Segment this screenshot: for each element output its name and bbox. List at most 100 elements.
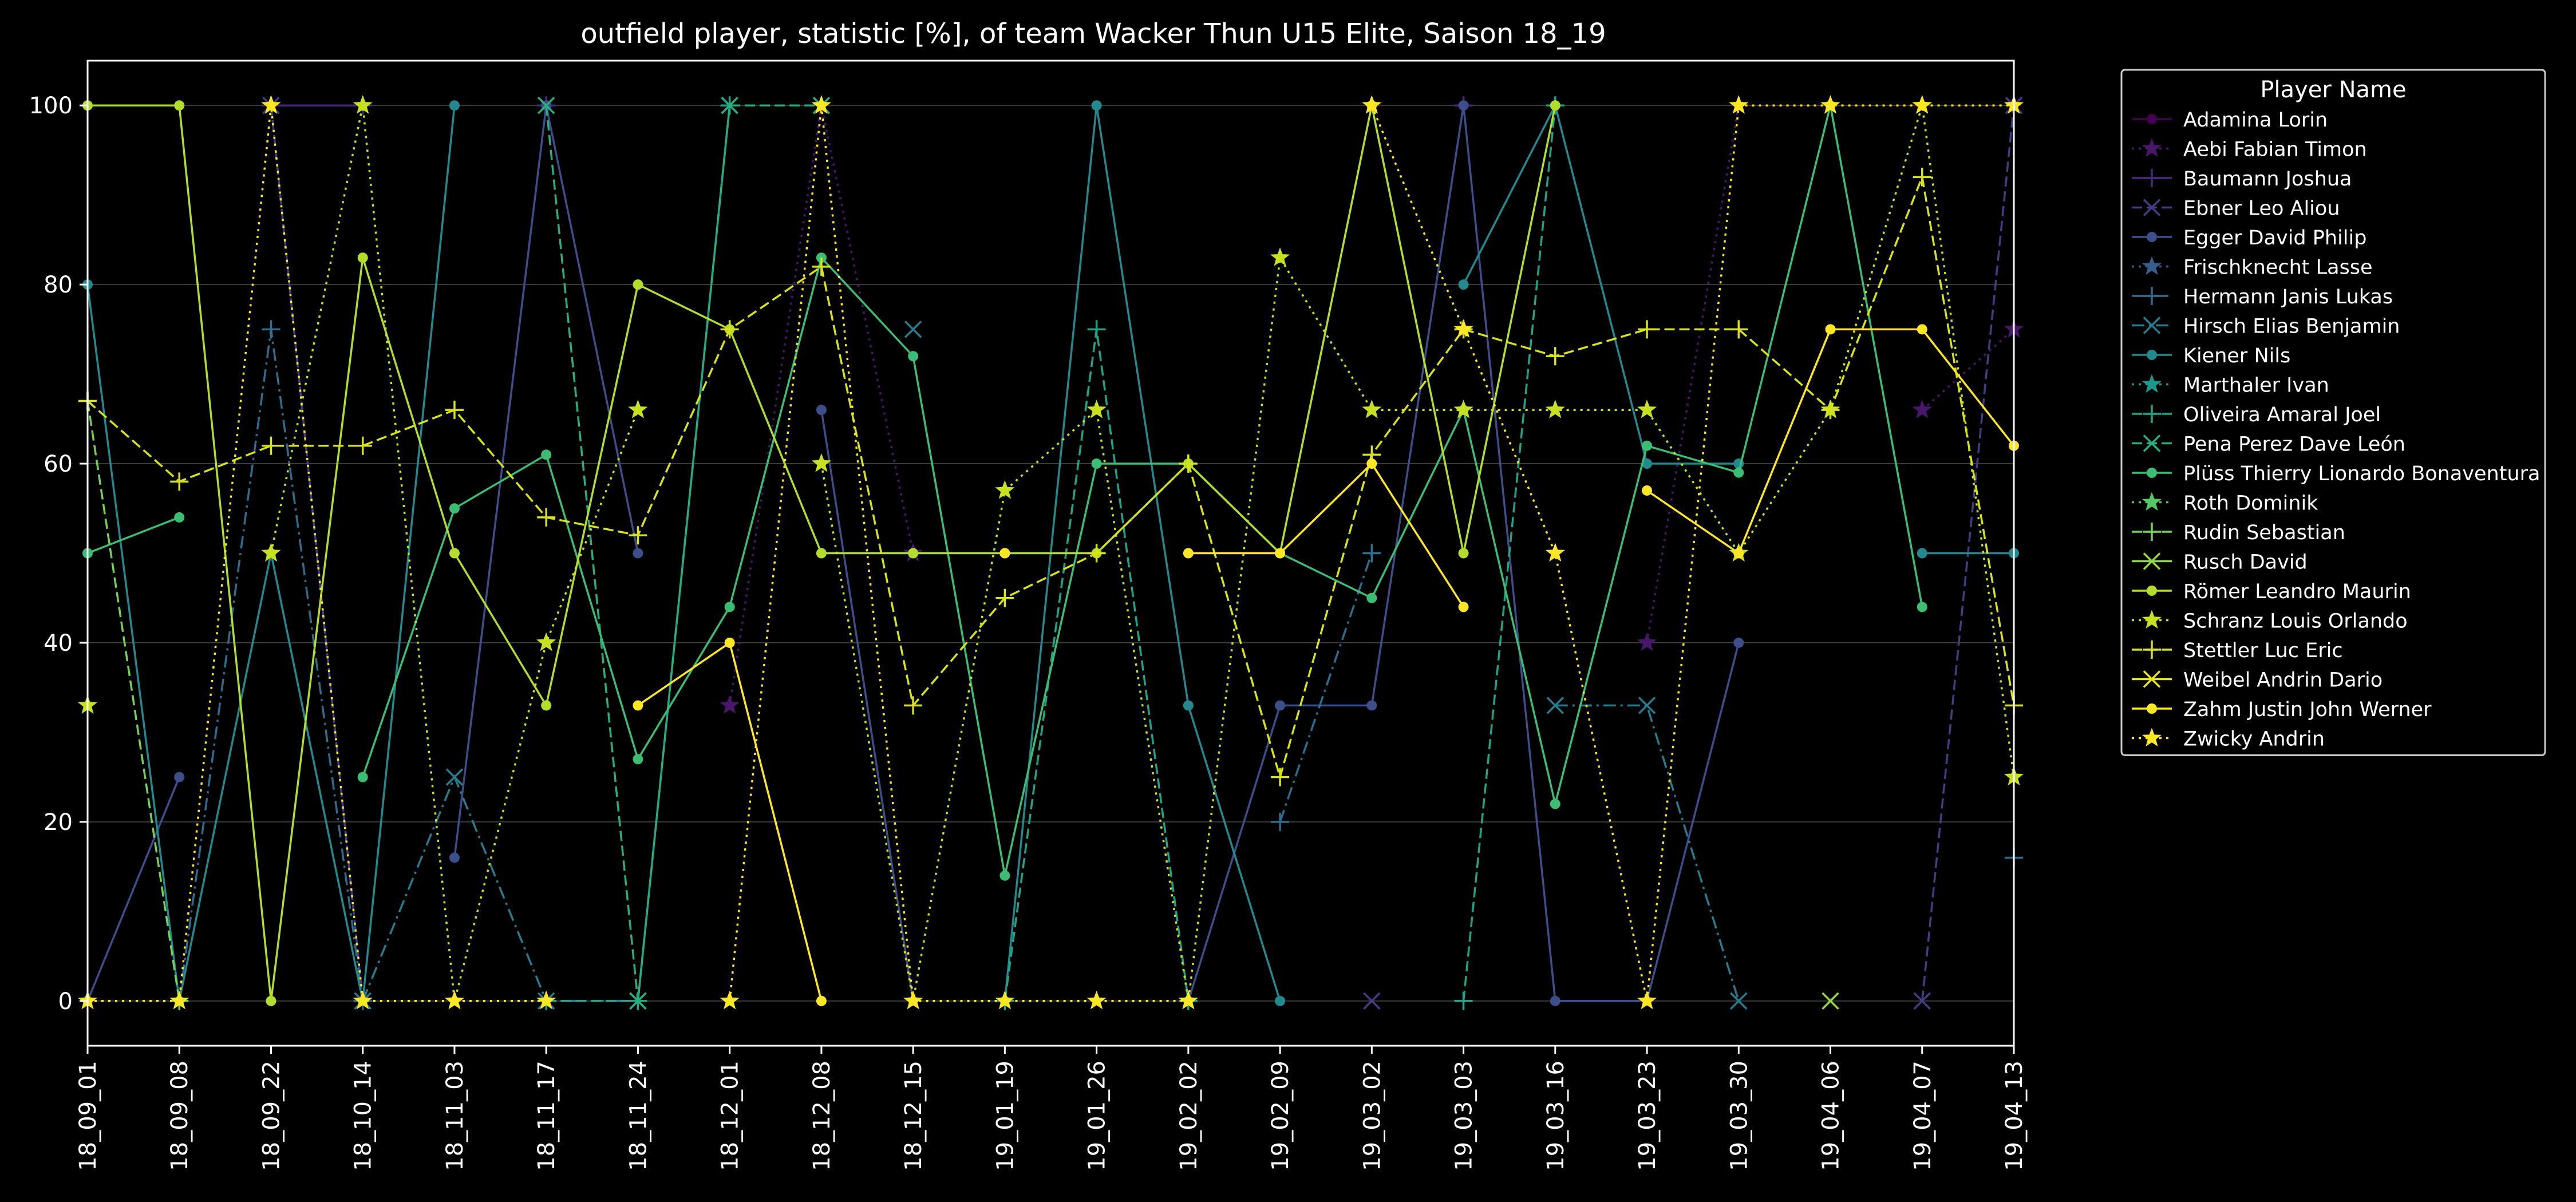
data-point — [266, 995, 276, 1006]
series-group — [262, 96, 2023, 1010]
data-point — [1733, 548, 1744, 559]
data-point — [1913, 992, 1931, 1010]
data-point — [1638, 697, 1656, 714]
data-point — [1453, 400, 1473, 418]
data-point — [262, 320, 280, 339]
data-point — [1183, 700, 1194, 711]
data-point — [1730, 992, 1748, 1010]
x-tick-label: 19_03_16 — [1543, 1061, 1569, 1171]
legend-item: Adamina Lorin — [2132, 109, 2328, 132]
legend-label: Frischknecht Lasse — [2183, 256, 2373, 279]
legend-item: Schranz Louis Orlando — [2132, 610, 2408, 633]
series-line — [88, 105, 547, 1002]
x-tick-label: 19_01_19 — [992, 1061, 1018, 1171]
data-point — [1733, 637, 1744, 648]
data-point — [2143, 434, 2161, 452]
series-line — [86, 173, 2015, 781]
legend: Player Name Adamina Lorin Aebi Fabian Tim… — [2120, 69, 2546, 756]
legend-label: Oliveira Amaral Joel — [2183, 404, 2381, 426]
legend-item: Hermann Janis Lukas — [2132, 286, 2393, 309]
series-group — [77, 95, 2024, 1010]
series-line — [1462, 105, 1556, 1001]
series-line — [1003, 329, 1190, 1002]
data-point — [1458, 602, 1469, 612]
data-point — [1917, 548, 1927, 559]
data-point — [2143, 169, 2161, 187]
data-point — [1550, 995, 1560, 1006]
legend-label: Kiener Nils — [2183, 345, 2290, 367]
data-point — [1454, 991, 1473, 1010]
data-point — [1642, 440, 1653, 451]
data-point — [174, 100, 185, 111]
data-point — [2143, 670, 2161, 688]
y-tick-label: 0 — [58, 989, 73, 1015]
data-point — [1179, 454, 1198, 473]
legend-label: Marthaler Ivan — [2183, 374, 2329, 397]
data-point — [262, 436, 280, 455]
data-point — [1733, 467, 1744, 478]
data-point — [169, 990, 189, 1010]
data-point — [2147, 586, 2157, 596]
y-tick-label: 60 — [44, 451, 73, 477]
data-point — [445, 401, 464, 420]
data-point — [444, 990, 465, 1010]
data-point — [353, 990, 373, 1010]
data-point — [353, 436, 372, 455]
legend-label: Zahm Justin John Werner — [2183, 698, 2432, 721]
x-tick-label: 18_12_01 — [717, 1061, 744, 1171]
legend-item: Römer Leandro Maurin — [2132, 580, 2411, 603]
x-tick-label: 18_12_15 — [900, 1061, 927, 1171]
data-point — [1638, 320, 1657, 339]
data-point — [445, 768, 464, 786]
legend-label: Hirsch Elias Benjamin — [2183, 315, 2400, 338]
legend-label: Stettler Luc Eric — [2183, 639, 2343, 662]
data-point — [995, 588, 1014, 607]
series-line — [453, 105, 639, 858]
series-line — [820, 105, 2015, 1002]
data-point — [536, 632, 556, 651]
data-point — [1275, 548, 1286, 559]
data-point — [353, 95, 373, 114]
data-point — [1363, 992, 1381, 1010]
legend-item: Egger David Philip — [2132, 227, 2366, 250]
x-tick-label: 19_04_06 — [1818, 1061, 1844, 1171]
data-point — [1458, 279, 1469, 290]
data-point — [1550, 798, 1560, 809]
data-point — [720, 695, 740, 714]
data-point — [1362, 95, 1382, 114]
data-point — [999, 870, 1010, 881]
data-point — [903, 990, 923, 1010]
data-point — [720, 990, 740, 1010]
data-point — [449, 852, 460, 863]
data-point — [2143, 552, 2161, 570]
legend-item: Baumann Joshua — [2132, 168, 2352, 191]
series-group — [82, 100, 1560, 1006]
data-point — [904, 696, 923, 715]
data-point — [1366, 458, 1377, 469]
legend-label: Rusch David — [2183, 551, 2308, 574]
x-tick-label: 18_09_08 — [167, 1061, 193, 1171]
series-group — [170, 320, 2023, 1010]
legend-item: Marthaler Ivan — [2132, 374, 2329, 397]
data-point — [1453, 319, 1473, 338]
legend-item: Zahm Justin John Werner — [2132, 698, 2432, 721]
legend-item: Aebi Fabian Timon — [2132, 138, 2367, 161]
x-tick-label: 18_09_01 — [75, 1061, 101, 1171]
data-point — [2143, 405, 2161, 423]
x-tick-label: 18_11_24 — [625, 1061, 651, 1171]
series-line — [86, 401, 180, 1002]
data-point — [449, 100, 460, 111]
legend-item: Plüss Thierry Lionardo Bonaventura — [2132, 462, 2540, 485]
legend-title: Player Name — [2260, 77, 2406, 103]
x-tick-label: 19_03_03 — [1451, 1061, 1477, 1171]
series-line — [178, 329, 364, 1002]
series-line — [362, 105, 1923, 876]
y-tick-label: 40 — [44, 630, 73, 657]
legend-label: Römer Leandro Maurin — [2183, 580, 2411, 603]
data-point — [2142, 610, 2162, 629]
series-line — [545, 104, 821, 1001]
data-point — [908, 351, 919, 362]
series-line — [1921, 329, 2015, 411]
series-group — [1822, 992, 1839, 1010]
